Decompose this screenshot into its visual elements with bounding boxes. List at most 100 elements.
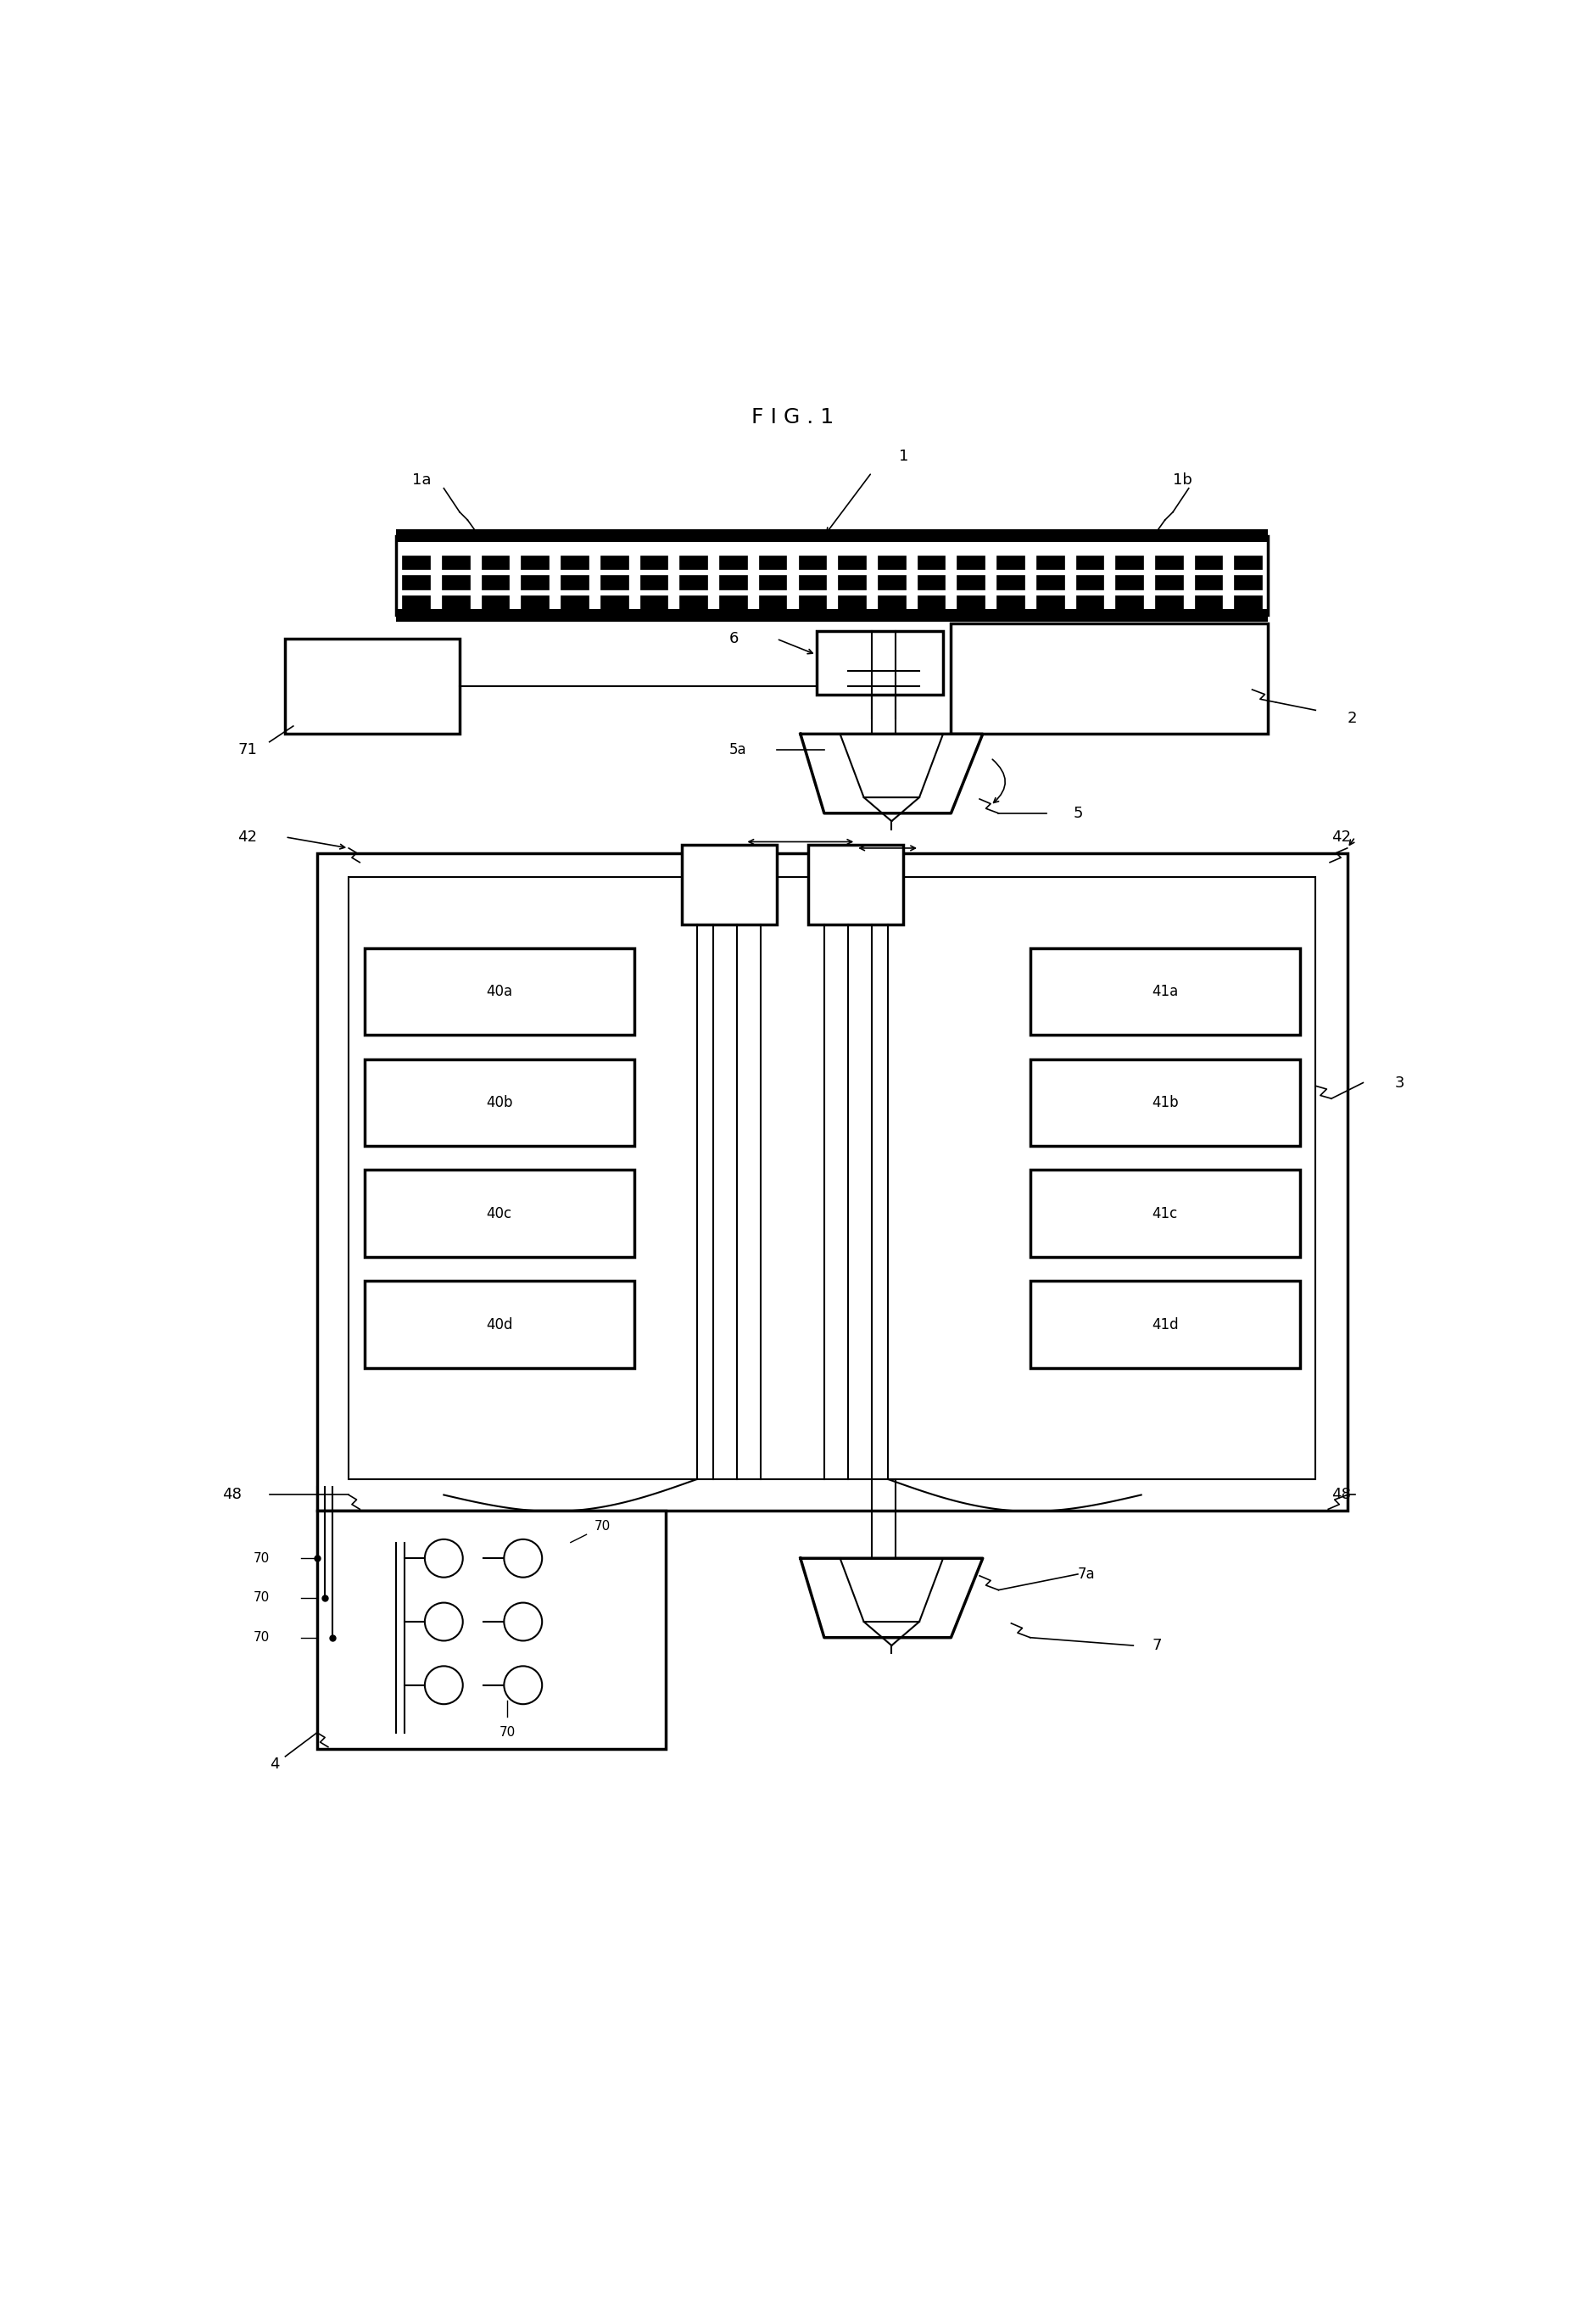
Circle shape [425, 1666, 463, 1703]
Bar [640, 555, 667, 569]
Bar [1037, 595, 1064, 609]
Text: 4: 4 [269, 1757, 279, 1771]
Circle shape [504, 1666, 542, 1703]
Bar [1235, 555, 1262, 569]
Bar [1030, 948, 1300, 1034]
Text: 40a: 40a [487, 983, 512, 999]
Bar [561, 595, 588, 609]
Bar [1076, 555, 1103, 569]
Text: 41d: 41d [1152, 1318, 1178, 1332]
Bar [640, 595, 667, 609]
Text: 71: 71 [238, 741, 257, 758]
Bar [561, 555, 588, 569]
Bar [918, 555, 945, 569]
Bar [816, 630, 943, 695]
Bar [601, 576, 628, 590]
Bar [1037, 555, 1064, 569]
Bar [482, 576, 509, 590]
Bar [1116, 576, 1143, 590]
Bar [720, 555, 747, 569]
Text: F I G . 1: F I G . 1 [751, 407, 834, 428]
Text: 5: 5 [1073, 806, 1083, 820]
Bar [601, 555, 628, 569]
Bar [521, 595, 548, 609]
Bar [285, 639, 460, 734]
Bar [365, 948, 634, 1034]
Text: 41c: 41c [1152, 1206, 1178, 1220]
Bar [997, 555, 1024, 569]
Bar [759, 595, 786, 609]
Bar [317, 853, 1347, 1511]
Bar [640, 576, 667, 590]
Bar [680, 576, 707, 590]
Text: 70: 70 [594, 1520, 610, 1534]
Bar [403, 595, 430, 609]
Text: 48: 48 [1331, 1487, 1350, 1504]
Text: 7a: 7a [1078, 1566, 1095, 1583]
Bar [759, 576, 786, 590]
Bar [838, 576, 865, 590]
Bar [878, 595, 905, 609]
Bar [317, 1511, 666, 1748]
Bar [349, 876, 1316, 1478]
Text: 40d: 40d [487, 1318, 512, 1332]
Bar [1155, 576, 1182, 590]
Polygon shape [800, 734, 983, 813]
Bar [396, 530, 1268, 541]
Bar [799, 555, 826, 569]
Bar [918, 576, 945, 590]
Polygon shape [800, 1559, 983, 1638]
Circle shape [504, 1538, 542, 1578]
Text: 70: 70 [254, 1592, 269, 1604]
Text: 41a: 41a [1152, 983, 1178, 999]
Bar [1155, 555, 1182, 569]
Text: 7: 7 [1152, 1638, 1162, 1652]
Bar [1116, 595, 1143, 609]
Bar [957, 555, 984, 569]
Bar [442, 576, 469, 590]
Circle shape [504, 1604, 542, 1641]
Bar [680, 595, 707, 609]
Text: 40c: 40c [487, 1206, 512, 1220]
Bar [918, 595, 945, 609]
Bar [482, 555, 509, 569]
Bar [521, 555, 548, 569]
Bar [1076, 595, 1103, 609]
Bar [601, 595, 628, 609]
Text: 1b: 1b [1173, 472, 1192, 488]
Bar [799, 595, 826, 609]
Text: 48: 48 [222, 1487, 241, 1504]
Bar [365, 1169, 634, 1257]
Text: 41b: 41b [1152, 1095, 1178, 1111]
Bar [365, 1281, 634, 1369]
Text: 1: 1 [899, 449, 908, 465]
Text: 42: 42 [1331, 830, 1350, 844]
Bar [878, 555, 905, 569]
Text: 1a: 1a [412, 472, 431, 488]
Text: 6: 6 [729, 632, 739, 646]
Text: 2: 2 [1347, 711, 1357, 725]
Bar [396, 609, 1268, 621]
Bar [759, 555, 786, 569]
Text: 70: 70 [499, 1727, 515, 1738]
Bar [1195, 555, 1222, 569]
Bar [1076, 576, 1103, 590]
Bar [957, 576, 984, 590]
Bar [1030, 1060, 1300, 1146]
Bar [1235, 576, 1262, 590]
Text: 40b: 40b [487, 1095, 512, 1111]
Bar [365, 1060, 634, 1146]
Bar [997, 595, 1024, 609]
Text: 42: 42 [238, 830, 257, 844]
Bar [808, 846, 903, 925]
Circle shape [425, 1538, 463, 1578]
Bar [838, 555, 865, 569]
Bar [997, 576, 1024, 590]
Bar [720, 595, 747, 609]
Bar [838, 595, 865, 609]
Bar [1116, 555, 1143, 569]
Bar [1037, 576, 1064, 590]
Text: 3: 3 [1395, 1076, 1404, 1090]
Bar [1195, 576, 1222, 590]
Text: 5a: 5a [729, 741, 747, 758]
